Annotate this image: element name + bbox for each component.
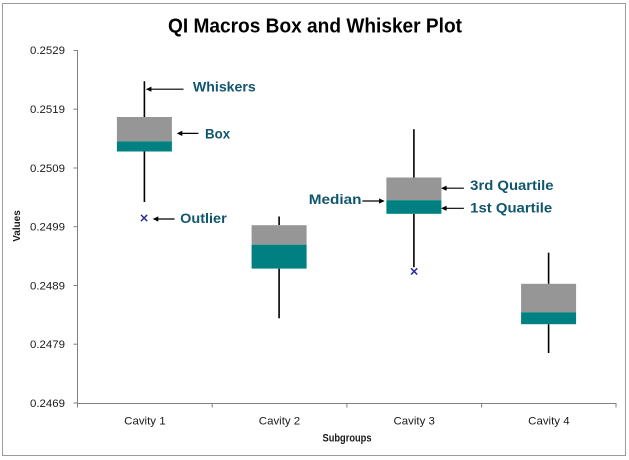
svg-text:0.2509: 0.2509 [30,163,65,175]
svg-text:0.2489: 0.2489 [30,280,65,292]
svg-text:Box: Box [205,125,230,141]
svg-text:0.2469: 0.2469 [30,398,65,410]
svg-text:Median: Median [309,191,362,207]
svg-text:Subgroups: Subgroups [323,433,372,445]
svg-text:Cavity 4: Cavity 4 [528,416,569,428]
svg-text:Cavity 1: Cavity 1 [124,416,165,428]
svg-text:0.2529: 0.2529 [30,45,65,57]
svg-text:0.2479: 0.2479 [30,339,65,351]
svg-text:1st Quartile: 1st Quartile [470,200,552,216]
svg-text:Cavity 2: Cavity 2 [259,416,300,428]
svg-text:3rd Quartile: 3rd Quartile [470,177,554,193]
svg-text:Outlier: Outlier [180,210,227,226]
svg-text:0.2499: 0.2499 [30,222,65,234]
svg-text:Whiskers: Whiskers [193,79,256,95]
svg-text:0.2519: 0.2519 [30,104,65,116]
svg-text:Values: Values [12,210,23,242]
svg-text:QI Macros Box and Whisker Plot: QI Macros Box and Whisker Plot [168,15,462,37]
svg-text:Cavity 3: Cavity 3 [394,416,435,428]
